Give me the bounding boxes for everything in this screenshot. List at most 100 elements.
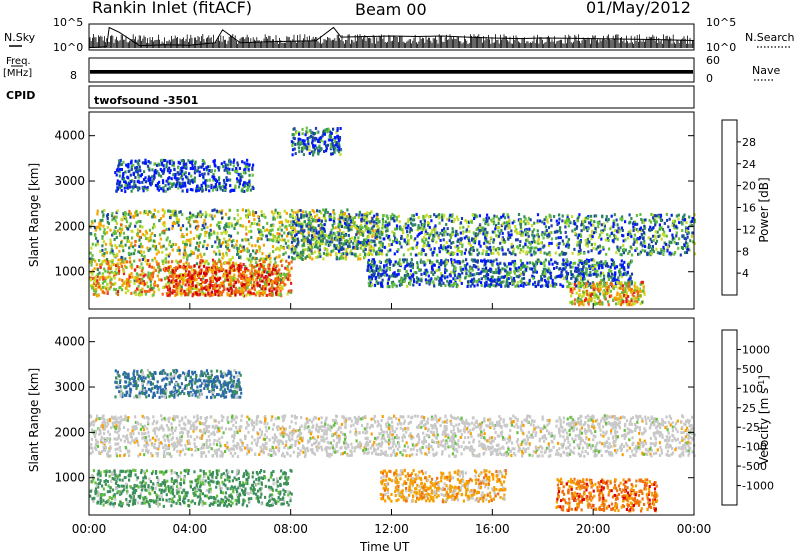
scatter-cell [601, 266, 604, 270]
scatter-cell [610, 232, 613, 235]
scatter-cell [616, 293, 619, 297]
scatter-cell [258, 219, 261, 223]
scatter-cell [190, 250, 193, 254]
scatter-cell [437, 236, 440, 240]
scatter-cell [308, 219, 311, 223]
scatter-cell [167, 260, 170, 264]
scatter-cell [230, 222, 233, 226]
scatter-cell [474, 259, 477, 263]
scatter-cell [658, 234, 661, 238]
scatter-cell [370, 259, 373, 263]
scatter-cell [529, 249, 532, 253]
scatter-cell [562, 242, 565, 246]
scatter-cell [378, 260, 381, 264]
scatter-cell [469, 266, 472, 270]
scatter-cell [602, 247, 605, 251]
scatter-cell [141, 232, 144, 236]
scatter-cell [366, 219, 369, 223]
scatter-cell [551, 284, 555, 288]
scatter-cell [380, 274, 383, 278]
scatter-cell [421, 223, 424, 227]
scatter-cell [415, 271, 418, 275]
scatter-cell [472, 259, 475, 263]
scatter-cell [307, 231, 310, 235]
scatter-cell [673, 240, 676, 244]
scatter-cell [236, 246, 239, 250]
scatter-cell [435, 259, 438, 263]
scatter-cell [386, 221, 389, 225]
scatter-cell [428, 259, 432, 263]
scatter-cell [392, 239, 395, 243]
scatter-cell [496, 262, 499, 266]
scatter-cell [251, 277, 255, 281]
scatter-cell [276, 232, 279, 236]
scatter-cell [318, 248, 322, 252]
scatter-cell [513, 279, 516, 283]
scatter-cell [556, 262, 559, 265]
scatter-cell [276, 277, 279, 281]
scatter-cell [219, 244, 222, 248]
scatter-cell [498, 278, 501, 282]
scatter-cell [373, 249, 376, 253]
scatter-cell [370, 263, 374, 267]
scatter-cell [482, 218, 485, 222]
scatter-cell [514, 253, 517, 257]
scatter-cell [239, 268, 242, 271]
scatter-cell [430, 270, 433, 274]
scatter-cell [180, 276, 184, 279]
scatter-cell [133, 276, 136, 280]
scatter-cell [400, 237, 403, 240]
scatter-cell [370, 266, 373, 270]
scatter-cell [128, 284, 131, 288]
scatter-cell [105, 231, 108, 235]
scatter-cell [681, 234, 684, 238]
scatter-cell [580, 295, 583, 299]
scatter-cell [250, 272, 253, 276]
scatter-cell [630, 259, 633, 263]
scatter-cell [237, 269, 240, 273]
scatter-cell [99, 275, 102, 279]
scatter-cell [613, 233, 616, 237]
scatter-cell [608, 268, 611, 272]
scatter-cell [406, 274, 409, 278]
scatter-cell [565, 244, 568, 248]
scatter-cell [570, 294, 573, 298]
scatter-cell [603, 224, 606, 228]
scatter-cell [369, 263, 372, 267]
scatter-cell [208, 233, 211, 237]
scatter-cell [293, 257, 296, 261]
scatter-cell [691, 240, 694, 244]
scatter-cell [364, 224, 367, 228]
scatter-cell [393, 232, 396, 236]
scatter-cell [331, 223, 334, 227]
scatter-cell [411, 214, 414, 218]
scatter-cell [597, 266, 601, 270]
scatter-cell [492, 284, 495, 288]
scatter-cell [316, 209, 319, 213]
scatter-cell [136, 234, 139, 238]
scatter-cell [188, 217, 191, 221]
scatter-cell [211, 284, 214, 288]
scatter-cell [660, 237, 663, 241]
scatter-cell [312, 238, 315, 242]
scatter-cell [147, 274, 150, 278]
scatter-cell [140, 269, 143, 273]
scatter-cell [286, 234, 289, 238]
scatter-cell [114, 282, 117, 285]
scatter-cell [420, 227, 423, 231]
scatter-cell [373, 214, 376, 218]
scatter-cell [119, 258, 122, 261]
scatter-cell [222, 230, 226, 234]
scatter-cell [256, 292, 259, 296]
scatter-cell [542, 236, 545, 240]
scatter-cell [221, 256, 224, 260]
scatter-cell [122, 260, 125, 264]
scatter-cell [489, 278, 492, 282]
scatter-cell [530, 253, 533, 257]
scatter-cell [139, 273, 142, 277]
scatter-cell [171, 270, 174, 274]
scatter-cell [429, 279, 432, 283]
scatter-cell [263, 280, 266, 284]
scatter-cell [279, 278, 282, 282]
scatter-cell [649, 229, 652, 233]
